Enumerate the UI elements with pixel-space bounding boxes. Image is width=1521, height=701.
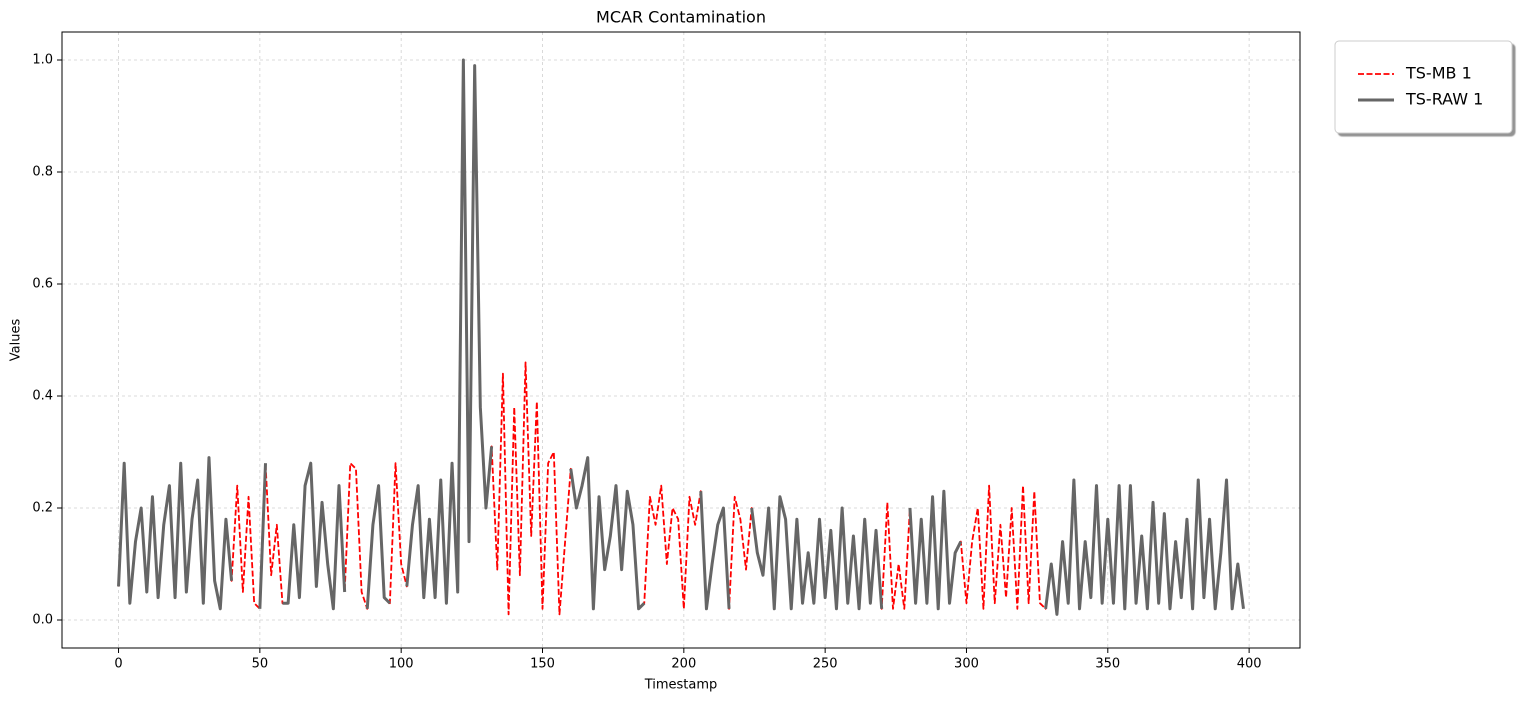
x-tick-label: 350 xyxy=(1095,657,1120,672)
grid xyxy=(62,32,1300,648)
x-tick-label: 300 xyxy=(954,657,979,672)
x-tick-label: 0 xyxy=(114,657,122,672)
x-tick-label: 400 xyxy=(1237,657,1262,672)
chart-title: MCAR Contamination xyxy=(596,8,766,27)
x-tick-label: 100 xyxy=(389,657,414,672)
x-axis-label: Timestamp xyxy=(644,678,718,693)
legend: TS-MB 1 TS-RAW 1 xyxy=(1334,40,1513,134)
legend-label: TS-RAW 1 xyxy=(1405,90,1483,109)
y-tick-label: 0.8 xyxy=(32,165,53,180)
plot xyxy=(117,58,1245,616)
legend-box xyxy=(1334,40,1513,134)
x-tick-label: 150 xyxy=(530,657,555,672)
y-tick-label: 1.0 xyxy=(32,53,53,68)
legend-label: TS-MB 1 xyxy=(1405,64,1472,83)
x-tick-label: 200 xyxy=(671,657,696,672)
line-series xyxy=(117,58,1245,616)
plot-frame xyxy=(61,31,1301,649)
y-tick-label: 0.0 xyxy=(32,613,53,628)
x-tick-label: 250 xyxy=(813,657,838,672)
y-tick-label: 0.2 xyxy=(32,501,53,516)
x-tick-label: 50 xyxy=(252,657,269,672)
y-tick-label: 0.4 xyxy=(32,389,53,404)
y-tick-label: 0.6 xyxy=(32,277,53,292)
y-axis-label: Values xyxy=(9,319,24,362)
